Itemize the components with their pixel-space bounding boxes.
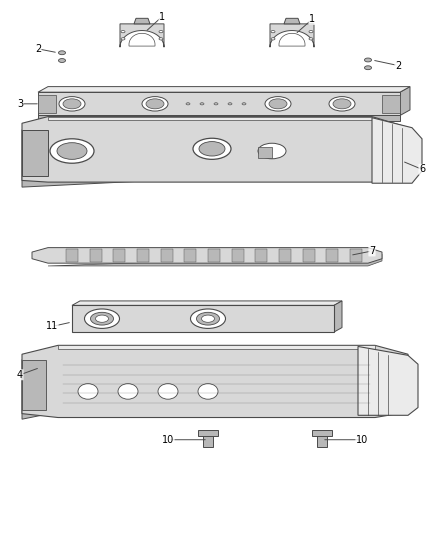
Polygon shape xyxy=(400,86,410,116)
Ellipse shape xyxy=(91,312,113,325)
Polygon shape xyxy=(208,249,220,262)
Ellipse shape xyxy=(59,59,66,62)
Polygon shape xyxy=(38,86,410,92)
Polygon shape xyxy=(58,345,375,349)
Ellipse shape xyxy=(309,38,313,40)
Ellipse shape xyxy=(159,30,163,33)
Ellipse shape xyxy=(242,103,246,105)
Polygon shape xyxy=(38,92,400,116)
Ellipse shape xyxy=(197,312,219,325)
Polygon shape xyxy=(48,117,372,120)
Ellipse shape xyxy=(85,309,120,328)
Polygon shape xyxy=(22,130,48,176)
Polygon shape xyxy=(113,249,125,262)
Polygon shape xyxy=(372,118,422,183)
Ellipse shape xyxy=(333,99,351,109)
Polygon shape xyxy=(90,249,102,262)
Ellipse shape xyxy=(199,142,225,156)
Ellipse shape xyxy=(201,315,215,322)
Polygon shape xyxy=(284,18,300,24)
Polygon shape xyxy=(72,305,334,332)
Ellipse shape xyxy=(214,103,218,105)
Ellipse shape xyxy=(57,143,87,159)
Polygon shape xyxy=(72,301,342,305)
Polygon shape xyxy=(270,24,314,47)
Text: 4: 4 xyxy=(17,370,23,380)
Ellipse shape xyxy=(63,99,81,109)
Text: 11: 11 xyxy=(46,321,58,332)
Ellipse shape xyxy=(269,99,287,109)
Text: 10: 10 xyxy=(356,435,368,445)
Ellipse shape xyxy=(258,143,286,159)
Ellipse shape xyxy=(50,139,94,163)
Text: 1: 1 xyxy=(159,12,165,22)
Text: 1: 1 xyxy=(309,14,315,25)
Ellipse shape xyxy=(78,384,98,399)
Polygon shape xyxy=(312,430,332,436)
Polygon shape xyxy=(255,249,267,262)
Polygon shape xyxy=(317,435,327,447)
Polygon shape xyxy=(203,435,213,447)
Ellipse shape xyxy=(158,384,178,399)
Ellipse shape xyxy=(265,96,291,111)
Ellipse shape xyxy=(118,384,138,399)
Polygon shape xyxy=(32,248,382,263)
Polygon shape xyxy=(334,301,342,332)
Ellipse shape xyxy=(198,384,218,399)
Ellipse shape xyxy=(95,315,109,322)
Ellipse shape xyxy=(193,138,231,159)
Polygon shape xyxy=(382,95,400,112)
Polygon shape xyxy=(279,34,305,46)
Ellipse shape xyxy=(200,103,204,105)
Text: 7: 7 xyxy=(369,246,375,256)
Polygon shape xyxy=(129,34,155,46)
Ellipse shape xyxy=(309,30,313,33)
Ellipse shape xyxy=(364,66,371,70)
Ellipse shape xyxy=(142,96,168,111)
Polygon shape xyxy=(258,147,272,158)
Polygon shape xyxy=(38,95,56,112)
Text: 3: 3 xyxy=(17,99,23,109)
Ellipse shape xyxy=(186,103,190,105)
Ellipse shape xyxy=(59,96,85,111)
Polygon shape xyxy=(137,249,149,262)
Polygon shape xyxy=(22,117,412,182)
Polygon shape xyxy=(22,345,408,417)
Text: 10: 10 xyxy=(162,435,174,445)
Ellipse shape xyxy=(121,38,125,40)
Polygon shape xyxy=(120,24,164,47)
Ellipse shape xyxy=(271,38,275,40)
Polygon shape xyxy=(38,116,400,121)
Polygon shape xyxy=(22,360,46,410)
Polygon shape xyxy=(198,430,218,436)
Ellipse shape xyxy=(228,103,232,105)
Polygon shape xyxy=(303,249,314,262)
Text: 2: 2 xyxy=(395,61,401,70)
Polygon shape xyxy=(279,249,291,262)
Polygon shape xyxy=(134,18,150,24)
Text: 6: 6 xyxy=(419,164,425,174)
Ellipse shape xyxy=(159,38,163,40)
Polygon shape xyxy=(22,121,412,187)
Ellipse shape xyxy=(191,309,226,328)
Polygon shape xyxy=(22,349,375,419)
Polygon shape xyxy=(161,249,173,262)
Ellipse shape xyxy=(121,30,125,33)
Polygon shape xyxy=(350,249,362,262)
Ellipse shape xyxy=(271,30,275,33)
Text: 2: 2 xyxy=(35,44,41,54)
Polygon shape xyxy=(358,346,418,415)
Polygon shape xyxy=(232,249,244,262)
Ellipse shape xyxy=(59,51,66,55)
Polygon shape xyxy=(66,249,78,262)
Ellipse shape xyxy=(146,99,164,109)
Ellipse shape xyxy=(364,58,371,62)
Polygon shape xyxy=(184,249,196,262)
Ellipse shape xyxy=(329,96,355,111)
Polygon shape xyxy=(326,249,338,262)
Polygon shape xyxy=(48,254,382,266)
